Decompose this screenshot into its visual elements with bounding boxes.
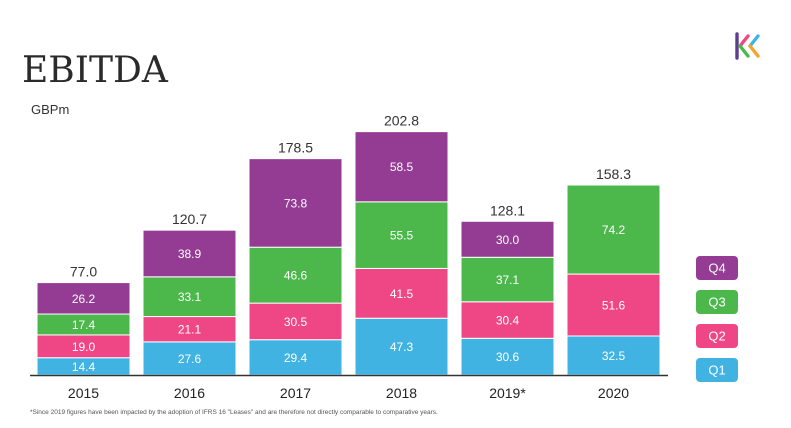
- value-label-q1-2015: 14.4: [72, 360, 96, 374]
- legend-swatch-q1: [696, 358, 738, 382]
- total-label-2020: 158.3: [596, 166, 631, 182]
- value-label-q3-2015: 17.4: [72, 318, 96, 332]
- bar-q1-2020: [566, 335, 661, 376]
- legend-swatch-q2: [696, 324, 738, 348]
- x-tick-label-2015: 2015: [68, 385, 99, 401]
- kindred-logo-icon: [735, 32, 760, 60]
- value-label-q2-2019: 30.4: [496, 314, 520, 328]
- total-label-2018: 202.8: [384, 113, 419, 129]
- bar-q1-2016: [142, 341, 237, 376]
- bar-q4-2019: [460, 220, 555, 258]
- value-label-q2-2020: 51.6: [602, 299, 626, 313]
- legend-swatch-q3: [696, 290, 738, 314]
- bar-q4-2018: [354, 131, 449, 203]
- value-label-q1-2020: 32.5: [602, 349, 626, 363]
- value-label-q2-2018: 41.5: [390, 287, 414, 301]
- x-tick-label-2018: 2018: [386, 385, 417, 401]
- value-label-q4-2019: 30.0: [496, 233, 520, 247]
- x-tick-label-2017: 2017: [280, 385, 311, 401]
- value-label-q4-2015: 26.2: [72, 292, 96, 306]
- bar-q3-2017: [248, 246, 343, 304]
- value-label-q2-2015: 19.0: [72, 340, 96, 354]
- value-label-q3-2017: 46.6: [284, 269, 308, 283]
- value-label-q1-2016: 27.6: [178, 352, 202, 366]
- total-label-2017: 178.5: [278, 140, 313, 156]
- value-label-q4-2018: 58.5: [390, 160, 414, 174]
- value-label-q3-2016: 33.1: [178, 290, 202, 304]
- value-label-q2-2017: 30.5: [284, 315, 308, 329]
- x-tick-label-2019: 2019*: [489, 385, 526, 401]
- value-label-q4-2017: 73.8: [284, 196, 308, 210]
- legend-label-q3: Q3: [708, 295, 725, 310]
- bar-q2-2016: [142, 316, 237, 343]
- bar-q4-2017: [248, 158, 343, 248]
- value-label-q3-2019: 37.1: [496, 273, 520, 287]
- x-tick-label-2020: 2020: [598, 385, 629, 401]
- total-label-2015: 77.0: [70, 264, 97, 280]
- legend-label-q2: Q2: [708, 329, 725, 344]
- value-label-q1-2019: 30.6: [496, 350, 520, 364]
- bar-q1-2018: [354, 317, 449, 376]
- bar-q2-2020: [566, 273, 661, 337]
- bar-q3-2020: [566, 184, 661, 275]
- legend-label-q4: Q4: [708, 261, 725, 276]
- value-label-q2-2016: 21.1: [178, 323, 202, 337]
- value-label-q1-2017: 29.4: [284, 351, 308, 365]
- bar-q1-2019: [460, 337, 555, 376]
- legend-label-q1: Q1: [708, 363, 725, 378]
- x-tick-label-2016: 2016: [174, 385, 205, 401]
- legend-swatch-q4: [696, 256, 738, 280]
- total-label-2016: 120.7: [172, 211, 207, 227]
- bar-q3-2016: [142, 276, 237, 318]
- bar-q2-2018: [354, 267, 449, 319]
- footnote: *Since 2019 figures have been impacted b…: [30, 409, 438, 416]
- bar-q4-2016: [142, 229, 237, 278]
- value-label-q3-2020: 74.2: [602, 223, 626, 237]
- value-label-q3-2018: 55.5: [390, 229, 414, 243]
- total-label-2019: 128.1: [490, 202, 525, 218]
- value-label-q1-2018: 47.3: [390, 340, 414, 354]
- bar-q2-2019: [460, 301, 555, 339]
- chart-title: EBITDA: [22, 50, 168, 91]
- bar-q4-2015: [36, 282, 131, 315]
- bar-q2-2017: [248, 302, 343, 341]
- unit-label: GBPm: [31, 102, 70, 117]
- value-label-q4-2016: 38.9: [178, 247, 202, 261]
